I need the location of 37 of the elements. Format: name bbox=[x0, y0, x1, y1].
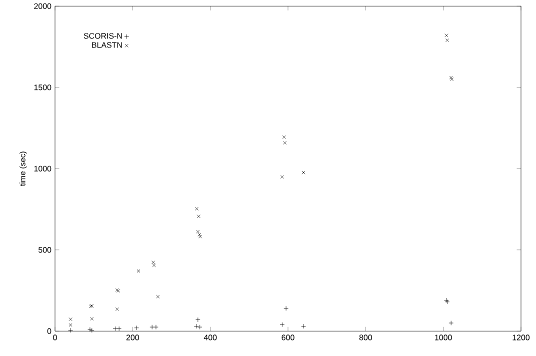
point bbox=[152, 264, 156, 267]
point bbox=[283, 140, 287, 144]
point bbox=[196, 214, 200, 218]
point bbox=[90, 316, 94, 320]
point bbox=[90, 328, 94, 333]
point bbox=[280, 175, 284, 179]
point bbox=[68, 317, 72, 321]
point bbox=[197, 324, 202, 330]
point bbox=[280, 322, 285, 327]
point bbox=[194, 206, 198, 210]
point bbox=[156, 294, 160, 298]
point bbox=[68, 328, 73, 333]
point bbox=[198, 234, 202, 238]
point bbox=[194, 324, 199, 329]
point bbox=[112, 326, 118, 332]
point bbox=[444, 34, 448, 38]
point bbox=[68, 323, 72, 327]
point bbox=[284, 306, 288, 311]
point bbox=[301, 324, 306, 329]
point bbox=[302, 170, 306, 174]
point bbox=[154, 324, 158, 330]
point bbox=[115, 307, 119, 311]
point bbox=[448, 320, 454, 326]
point bbox=[196, 230, 200, 234]
point bbox=[152, 260, 155, 264]
point bbox=[282, 135, 286, 139]
point bbox=[88, 327, 92, 332]
point bbox=[445, 38, 449, 42]
point bbox=[450, 77, 454, 81]
point bbox=[150, 324, 154, 330]
point bbox=[196, 317, 200, 322]
point bbox=[115, 288, 119, 292]
point bbox=[116, 289, 120, 293]
point bbox=[449, 76, 453, 80]
point bbox=[116, 326, 122, 332]
point bbox=[198, 232, 202, 236]
point bbox=[134, 325, 139, 330]
